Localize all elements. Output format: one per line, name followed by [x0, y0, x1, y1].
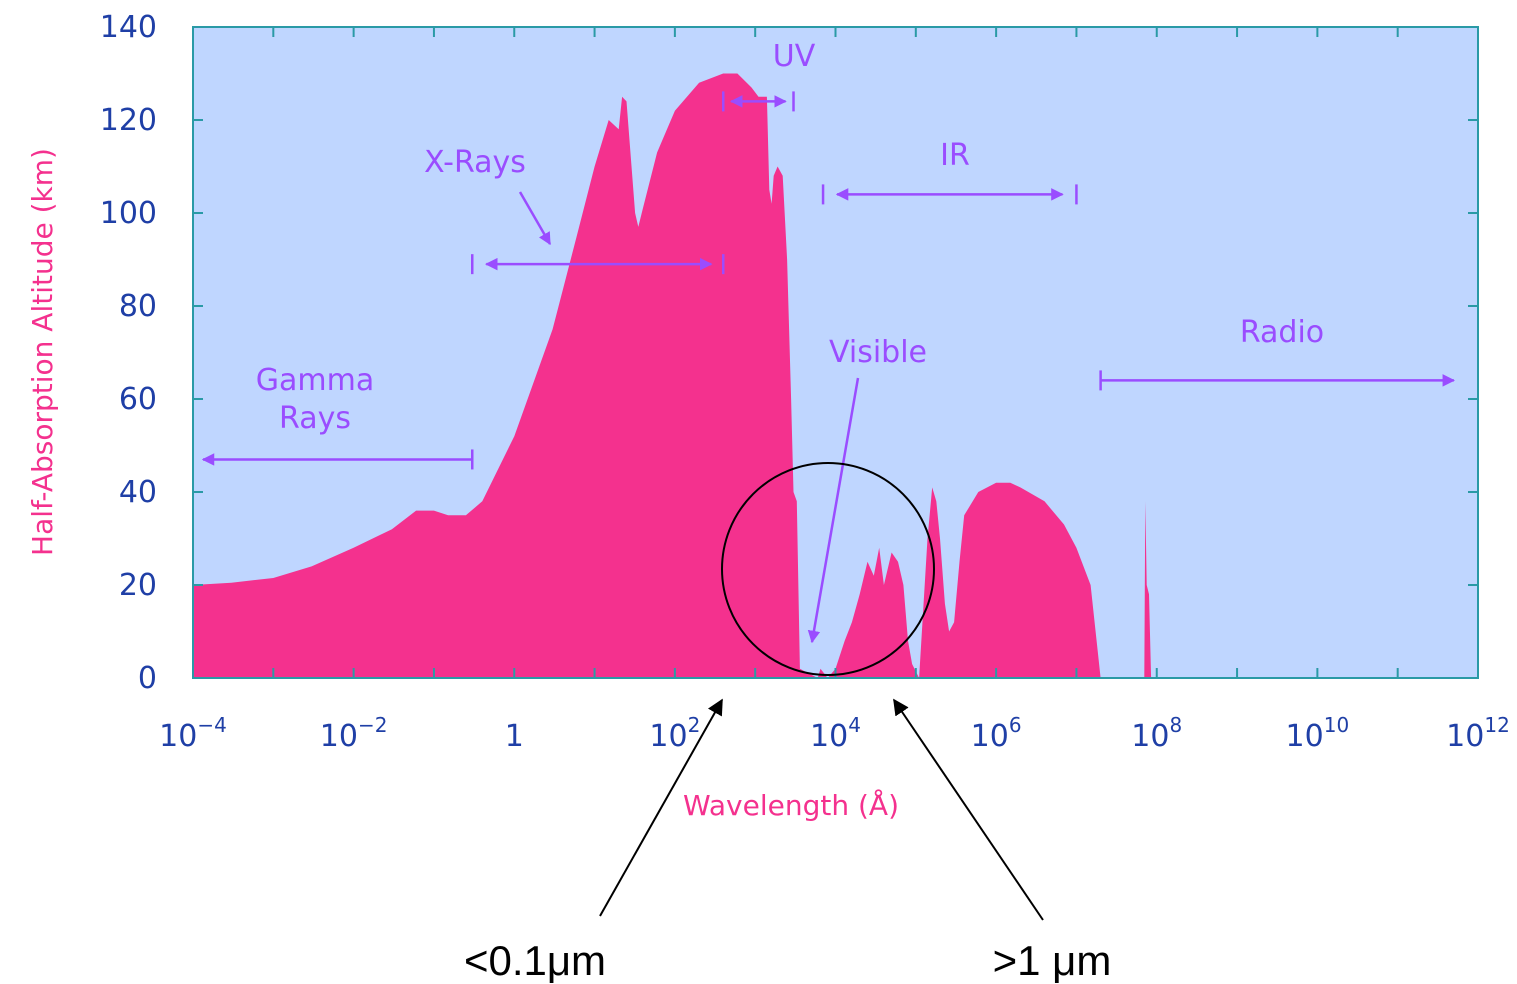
gamma-label-1: Rays: [279, 401, 351, 436]
uv-label-0: UV: [773, 39, 816, 74]
x-tick-label-2: 1: [505, 719, 524, 754]
y-tick-label-7: 140: [100, 10, 157, 45]
y-tick-labels: 0 20 40 60 80 100 120 140: [100, 10, 157, 696]
xray-label-0: X-Rays: [424, 145, 526, 180]
y-tick-label-1: 20: [119, 568, 157, 603]
radio-label-0: Radio: [1240, 315, 1324, 350]
y-axis-title: Half-Absorption Altitude (km): [26, 148, 59, 556]
y-tick-label-4: 80: [119, 289, 157, 324]
x-tick-labels: 10−4 10−2 1 102 104 106 108 1010 1012: [159, 713, 1510, 754]
x-tick-label-0: 10−4: [159, 713, 227, 754]
x-tick-label-3: 102: [649, 713, 700, 754]
visible-label-0: Visible: [829, 335, 927, 370]
x-tick-label-7: 1010: [1286, 713, 1350, 754]
ir-label-0: IR: [940, 138, 970, 173]
y-tick-label-0: 0: [138, 661, 157, 696]
x-tick-label-6: 108: [1131, 713, 1182, 754]
x-tick-label-5: 106: [971, 713, 1022, 754]
gamma-label-0: Gamma: [256, 363, 374, 398]
callout-long-wavelength: >1 μm: [993, 937, 1112, 984]
x-tick-label-1: 10−2: [320, 713, 388, 754]
callout-short-wavelength: <0.1μm: [464, 937, 606, 984]
y-tick-label-6: 120: [100, 103, 157, 138]
x-tick-label-4: 104: [810, 713, 861, 754]
y-tick-label-2: 40: [119, 475, 157, 510]
y-tick-label-5: 100: [100, 196, 157, 231]
y-tick-label-3: 60: [119, 382, 157, 417]
x-axis-title: Wavelength (Å): [683, 788, 899, 822]
x-tick-label-8: 1012: [1446, 713, 1510, 754]
